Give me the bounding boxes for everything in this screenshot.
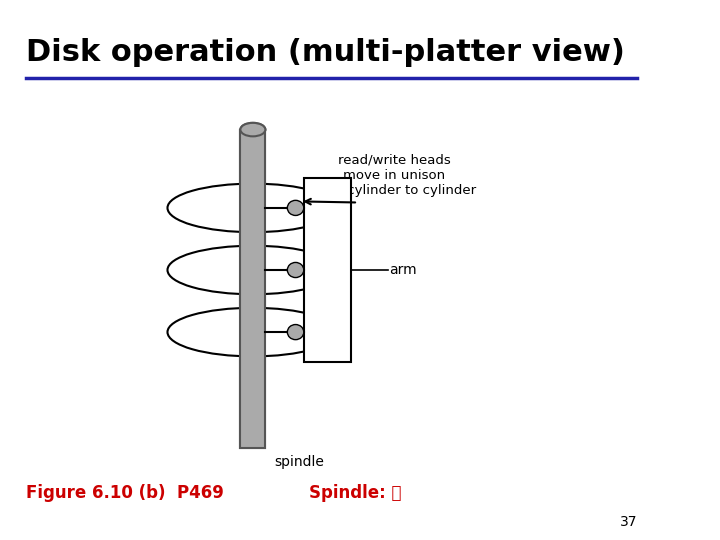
Text: spindle: spindle [274,455,324,469]
Ellipse shape [240,123,266,137]
Text: Spindle: 轴: Spindle: 轴 [309,484,401,502]
Bar [240,130,266,448]
Bar [240,130,266,448]
Ellipse shape [287,200,304,215]
Text: Disk operation (multi-platter view): Disk operation (multi-platter view) [26,38,625,67]
Ellipse shape [240,123,266,137]
Text: 37: 37 [620,515,637,529]
Ellipse shape [168,308,338,356]
Ellipse shape [168,246,338,294]
Text: read/write heads
move in unison
from cylinder to cylinder: read/write heads move in unison from cyl… [312,154,476,197]
Ellipse shape [287,262,304,278]
Text: arm: arm [390,263,417,277]
Bar [304,178,351,362]
Ellipse shape [168,184,338,232]
Ellipse shape [287,325,304,340]
Text: Figure 6.10 (b)  P469: Figure 6.10 (b) P469 [26,484,224,502]
